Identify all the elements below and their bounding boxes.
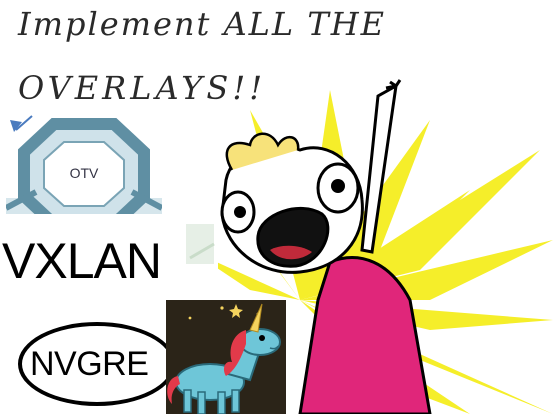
- unicorn-panel: [166, 300, 286, 415]
- meme-caption-line-1: Implement ALL THE: [18, 5, 386, 43]
- character-head: [220, 132, 364, 274]
- otv-label: OTV: [70, 165, 99, 181]
- meme-caption-line-2: OVERLAYS!!: [18, 69, 267, 107]
- vxlan-panel: [0, 214, 218, 300]
- unicorn-icon: [167, 303, 281, 415]
- character-shirt: [298, 256, 432, 414]
- nvgre-label: NVGRE: [30, 345, 149, 383]
- raised-arm: [360, 83, 398, 254]
- vxlan-label: VXLAN: [2, 233, 162, 289]
